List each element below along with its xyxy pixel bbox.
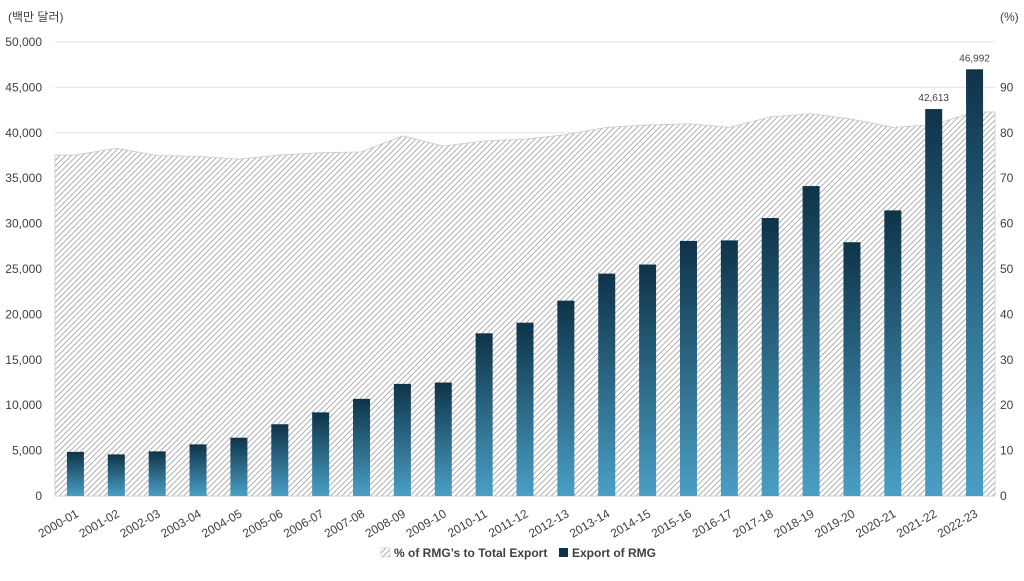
bar-2007-08 <box>353 398 371 496</box>
bar-2011-12 <box>516 322 534 496</box>
left-tick-label: 50,000 <box>5 35 42 49</box>
right-tick-label: 40 <box>1000 307 1014 321</box>
x-tick-label: 2022-23 <box>935 506 980 540</box>
x-tick-label: 2015-16 <box>649 506 694 540</box>
bar-2001-02 <box>107 454 125 496</box>
right-tick-label: 0 <box>1000 489 1007 503</box>
bar-2017-18 <box>761 218 779 496</box>
legend-label-area: % of RMG’s to Total Export <box>394 546 547 560</box>
bar-2004-05 <box>230 437 248 496</box>
bar-2016-17 <box>720 240 738 496</box>
x-tick-label: 2001-02 <box>77 506 122 540</box>
bar-2005-06 <box>271 424 289 496</box>
bar-2014-15 <box>639 264 657 496</box>
x-tick-label: 2011-12 <box>486 506 531 540</box>
x-tick-label: 2007-08 <box>322 506 367 540</box>
bar-2020-21 <box>884 210 902 496</box>
legend-swatch-area <box>380 547 391 558</box>
area-rmg-share <box>54 111 996 497</box>
x-tick-label: 2018-19 <box>771 506 816 540</box>
bar-2009-10 <box>434 382 452 496</box>
x-tick-label: 2020-21 <box>853 506 898 540</box>
left-tick-label: 20,000 <box>5 307 42 321</box>
left-tick-label: 40,000 <box>5 126 42 140</box>
bar-2006-07 <box>312 412 330 496</box>
x-tick-label: 2013-14 <box>567 506 612 540</box>
data-labels: 42,613 46,992 <box>918 53 990 104</box>
area-series <box>54 111 996 497</box>
x-tick-label: 2012-13 <box>526 506 571 540</box>
right-tick-label: 60 <box>1000 217 1014 231</box>
left-tick-label: 25,000 <box>5 262 42 276</box>
x-tick-label: 2002-03 <box>118 506 163 540</box>
bar-2013-14 <box>598 273 616 496</box>
right-tick-label: 30 <box>1000 353 1014 367</box>
left-tick-label: 35,000 <box>5 171 42 185</box>
right-tick-label: 90 <box>1000 80 1014 94</box>
bar-2015-16 <box>679 240 697 496</box>
x-tick-label: 2019-20 <box>812 506 857 540</box>
x-tick-label: 2016-17 <box>690 506 735 540</box>
left-tick-label: 0 <box>35 489 42 503</box>
left-tick-label: 10,000 <box>5 398 42 412</box>
legend: % of RMG’s to Total Export Export of RMG <box>380 546 656 560</box>
x-tick-label: 2009-10 <box>404 506 449 540</box>
right-tick-label: 20 <box>1000 398 1014 412</box>
bar-2010-11 <box>475 333 493 496</box>
x-tick-label: 2010-11 <box>445 506 490 540</box>
legend-swatch-bar <box>559 548 568 557</box>
x-tick-label: 2021-22 <box>894 506 939 540</box>
right-tick-label: 10 <box>1000 444 1014 458</box>
left-tick-label: 45,000 <box>5 80 42 94</box>
x-tick-label: 2003-04 <box>158 506 203 540</box>
bar-2003-04 <box>189 444 207 496</box>
bar-series <box>66 69 984 497</box>
left-tick-label: 5,000 <box>12 444 42 458</box>
right-tick-label: 80 <box>1000 126 1014 140</box>
data-label-2021-22: 42,613 <box>918 93 949 104</box>
bar-2019-20 <box>843 242 861 496</box>
x-tick-label: 2004-05 <box>199 506 244 540</box>
x-tick-label: 2008-09 <box>363 506 408 540</box>
x-tick-label: 2017-18 <box>731 506 776 540</box>
data-label-2022-23: 46,992 <box>959 53 990 64</box>
left-tick-label: 30,000 <box>5 217 42 231</box>
bar-2002-03 <box>148 451 166 496</box>
bar-2000-01 <box>66 451 84 496</box>
bar-2008-09 <box>393 383 411 496</box>
bar-2012-13 <box>557 300 575 496</box>
left-tick-label: 15,000 <box>5 353 42 367</box>
bar-2021-22 <box>925 109 943 496</box>
x-tick-label: 2005-06 <box>240 506 285 540</box>
right-tick-label: 70 <box>1000 171 1014 185</box>
x-tick-label: 2000-01 <box>36 506 81 540</box>
bar-2022-23 <box>966 69 984 497</box>
x-tick-label: 2006-07 <box>281 506 326 540</box>
legend-label-bar: Export of RMG <box>572 546 656 560</box>
right-tick-label: (%) <box>1000 10 1019 24</box>
x-tick-label: 2014-15 <box>608 506 653 540</box>
right-tick-label: 50 <box>1000 262 1014 276</box>
left-axis-unit: (백만 달러) <box>8 10 64 24</box>
bar-2018-19 <box>802 186 820 496</box>
